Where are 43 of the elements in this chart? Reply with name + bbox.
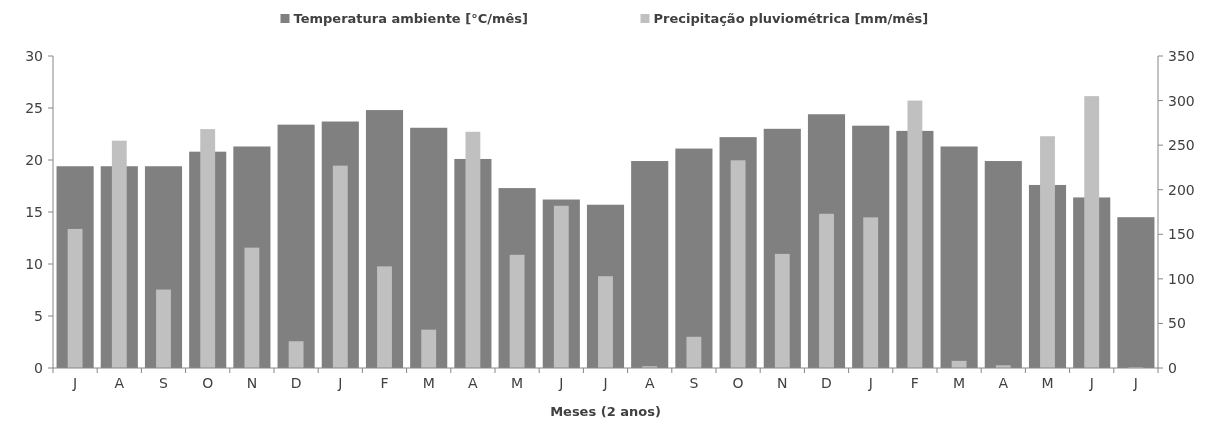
y2-tick-label: 250: [1168, 137, 1195, 154]
x-tick-label: M: [422, 375, 435, 391]
x-tick-label: A: [998, 375, 1009, 391]
x-tick-label: J: [602, 375, 608, 391]
y2-tick-label: 0: [1168, 360, 1177, 376]
y2-tick-label: 100: [1168, 270, 1195, 287]
x-tick-label: A: [114, 375, 125, 391]
x-tick-label: F: [910, 375, 919, 391]
x-tick-label: O: [732, 375, 744, 391]
x-tick-label: M: [1041, 375, 1054, 391]
y2-tick-label: 350: [1168, 48, 1195, 64]
x-tick-label: M: [511, 375, 524, 391]
x-tick-label: S: [159, 375, 169, 391]
x-tick-label: J: [1088, 375, 1094, 391]
legend-label: Temperatura ambiente [°C/mês]: [293, 11, 528, 26]
x-tick-label: J: [558, 375, 564, 391]
y-tick-label: 5: [34, 308, 43, 324]
x-tick-label: J: [72, 375, 78, 391]
legend-label: Precipitação pluviométrica [mm/mês]: [653, 11, 929, 26]
x-tick-label: D: [290, 375, 302, 391]
x-tick-label: A: [644, 375, 655, 391]
x-tick-label: J: [1132, 375, 1138, 391]
y2-tick-label: 200: [1168, 181, 1195, 198]
x-tick-label: O: [202, 375, 214, 391]
x-tick-label: S: [689, 375, 699, 391]
y-tick-label: 15: [25, 204, 43, 220]
x-tick-label: M: [953, 375, 966, 391]
x-tick-label: D: [821, 375, 832, 391]
y2-tick-label: 50: [1168, 315, 1186, 332]
x-tick-label: N: [246, 375, 258, 391]
y2-tick-label: 150: [1168, 226, 1195, 243]
y-tick-label: 0: [34, 360, 43, 376]
y-tick-label: 10: [25, 256, 43, 272]
y2-tick-label: 300: [1168, 92, 1195, 109]
x-tick-label: F: [380, 375, 389, 391]
x-tick-label: J: [867, 375, 873, 391]
y-tick-label: 30: [25, 48, 43, 64]
x-tick-label: J: [337, 375, 343, 391]
x-tick-label: N: [777, 375, 788, 391]
x-axis-title: Meses (2 anos): [550, 404, 661, 419]
y-tick-label: 25: [25, 100, 43, 116]
y-tick-label: 20: [25, 152, 43, 168]
x-tick-label: A: [468, 375, 479, 391]
